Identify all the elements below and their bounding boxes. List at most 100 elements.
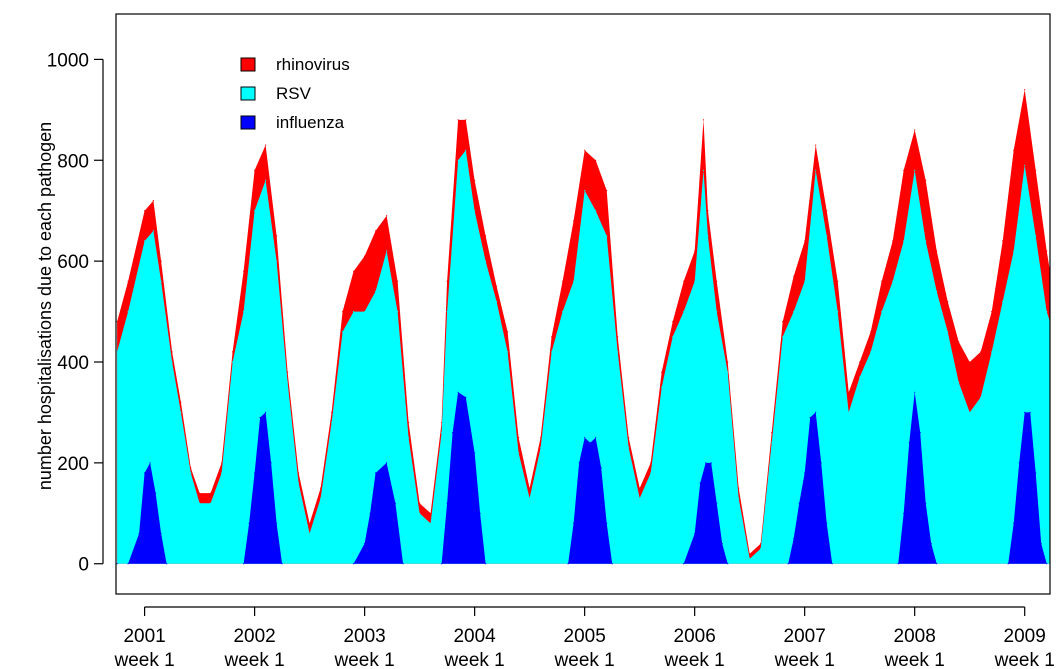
- data-point-influenza-50: [798, 502, 800, 504]
- data-point-rhinovirus-45: [595, 159, 597, 161]
- data-point-rhinovirus-21: [342, 311, 344, 313]
- data-point-rhinovirus-73: [892, 240, 894, 242]
- data-point-rhinovirus-44: [584, 149, 586, 151]
- series-layer: [116, 89, 1050, 565]
- data-point-rsv-4: [160, 280, 162, 282]
- data-point-rsv-79: [958, 381, 960, 383]
- data-point-rsv-30: [441, 432, 443, 434]
- data-point-influenza-47: [727, 563, 729, 565]
- data-point-influenza-60: [914, 391, 916, 393]
- data-point-influenza-69: [1029, 411, 1031, 413]
- data-point-rsv-31: [446, 311, 448, 313]
- legend-label-rsv: RSV: [276, 84, 312, 103]
- data-point-rsv-16: [287, 381, 289, 383]
- data-point-influenza-68: [1024, 411, 1026, 413]
- data-point-rhinovirus-69: [848, 391, 850, 393]
- data-point-influenza-28: [474, 452, 476, 454]
- data-point-rhinovirus-65: [804, 240, 806, 242]
- data-point-influenza-72: [1046, 563, 1048, 565]
- data-point-influenza-56: [831, 563, 833, 565]
- data-point-influenza-8: [243, 563, 245, 565]
- y-tick-label-1000: 1000: [47, 50, 89, 71]
- data-point-influenza-40: [683, 563, 685, 565]
- data-point-rhinovirus-23: [364, 255, 366, 257]
- data-point-rhinovirus-55: [702, 119, 705, 121]
- data-point-rsv-87: [1046, 311, 1048, 313]
- data-point-rhinovirus-77: [936, 250, 938, 252]
- data-point-influenza-36: [595, 437, 597, 439]
- data-point-influenza-13: [270, 462, 272, 464]
- data-point-influenza-14: [276, 522, 278, 525]
- data-point-influenza-65: [1007, 563, 1009, 565]
- data-point-rsv-20: [331, 421, 333, 424]
- data-point-rsv-51: [661, 386, 663, 388]
- y-axis-title: number hospitalisations due to each path…: [35, 122, 55, 490]
- data-point-rhinovirus-59: [738, 487, 740, 489]
- data-point-rsv-25: [386, 250, 388, 252]
- data-point-rsv-36: [496, 300, 498, 303]
- data-point-rsv-67: [826, 235, 828, 237]
- data-point-rsv-10: [221, 472, 223, 474]
- data-point-influenza-22: [402, 563, 404, 565]
- data-point-rsv-19: [320, 497, 322, 499]
- data-point-rhinovirus-25: [386, 215, 388, 217]
- x-tick-label-2009: 2009 week 1: [994, 626, 1055, 669]
- data-point-rhinovirus-9: [210, 492, 212, 494]
- data-point-rhinovirus-76: [925, 179, 927, 181]
- data-point-rhinovirus-19: [320, 487, 322, 489]
- data-point-influenza-4: [149, 462, 151, 464]
- data-point-rsv-47: [617, 351, 619, 353]
- legend: rhinovirus RSV influenza: [240, 55, 350, 132]
- data-point-rhinovirus-74: [903, 169, 905, 171]
- data-point-rsv-6: [180, 411, 182, 413]
- x-tick-label-2003: 2003 week 1: [334, 626, 395, 669]
- y-tick-label-800: 800: [57, 151, 89, 172]
- data-point-rsv-43: [573, 280, 575, 282]
- data-point-influenza-34: [584, 437, 586, 439]
- data-point-rsv-37: [507, 351, 509, 353]
- data-point-rhinovirus-20: [331, 411, 333, 413]
- data-point-rhinovirus-8: [199, 492, 201, 494]
- data-point-rhinovirus-31: [446, 280, 448, 282]
- data-point-influenza-27: [465, 396, 467, 398]
- data-point-rsv-41: [551, 351, 553, 353]
- legend-label-rhinovirus: rhinovirus: [276, 55, 350, 74]
- data-point-rhinovirus-7: [190, 467, 192, 469]
- data-point-influenza-9: [248, 522, 250, 525]
- data-point-rhinovirus-27: [408, 421, 410, 424]
- data-point-influenza-19: [375, 472, 377, 474]
- data-point-rsv-44: [584, 189, 586, 192]
- data-point-rhinovirus-13: [254, 169, 256, 171]
- data-point-rsv-66: [815, 169, 817, 171]
- data-point-rhinovirus-86: [1035, 169, 1037, 171]
- data-point-influenza-33: [578, 462, 580, 464]
- data-point-rhinovirus-57: [716, 280, 718, 282]
- data-point-rsv-8: [199, 502, 201, 504]
- data-point-rsv-84: [1013, 250, 1015, 252]
- y-tick-label-600: 600: [57, 252, 89, 273]
- x-tick-label-2008: 2008 week 1: [884, 626, 945, 669]
- data-point-rhinovirus-48: [628, 437, 630, 439]
- data-point-rsv-58: [727, 371, 729, 373]
- data-point-rsv-9: [210, 502, 212, 504]
- data-point-rsv-74: [903, 240, 905, 242]
- legend-swatch-rsv: [240, 86, 256, 101]
- data-point-influenza-53: [815, 411, 817, 413]
- data-point-rhinovirus-67: [826, 210, 828, 212]
- series-area-influenza: [117, 392, 1047, 564]
- data-point-rsv-39: [529, 497, 531, 499]
- data-point-rhinovirus-82: [991, 311, 993, 313]
- data-point-rhinovirus-71: [870, 331, 872, 333]
- data-point-rsv-13: [254, 210, 256, 212]
- x-tick-label-2001: 2001 week 1: [114, 626, 175, 669]
- data-point-rhinovirus-3: [152, 200, 154, 202]
- data-point-rhinovirus-66: [815, 144, 817, 146]
- data-point-influenza-24: [446, 502, 448, 504]
- data-point-rsv-75: [914, 169, 916, 171]
- data-point-influenza-18: [369, 512, 371, 514]
- data-point-influenza-39: [611, 563, 613, 565]
- data-point-rhinovirus-16: [287, 371, 289, 373]
- data-point-rhinovirus-24: [375, 230, 377, 232]
- data-point-rsv-32: [457, 159, 459, 161]
